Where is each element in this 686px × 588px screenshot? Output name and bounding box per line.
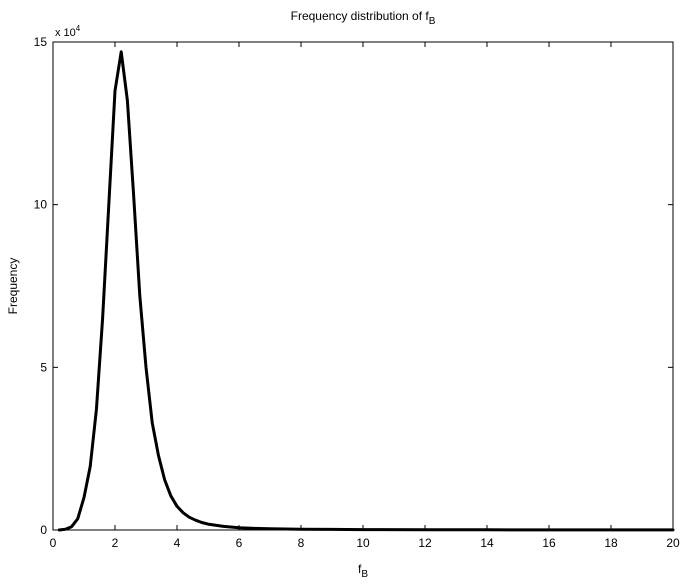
y-axis-label: Frequency <box>6 258 20 315</box>
x-tick-label: 18 <box>604 536 618 550</box>
x-tick-label: 0 <box>50 536 57 550</box>
x-tick-label: 6 <box>236 536 243 550</box>
x-tick-label: 14 <box>480 536 494 550</box>
x-tick-label: 12 <box>418 536 432 550</box>
chart-title: Frequency distribution of fB <box>291 9 436 27</box>
series-line <box>57 50 675 532</box>
x-tick-label: 10 <box>356 536 370 550</box>
plot-area <box>52 41 674 531</box>
x-tick-label: 4 <box>174 536 181 550</box>
x-axis-label-text: f <box>358 562 362 576</box>
y-multiplier-exponent: 4 <box>76 24 81 33</box>
y-multiplier: x 104 <box>55 24 81 39</box>
x-axis-label-subscript: B <box>361 569 368 580</box>
x-axis-label: fB <box>358 562 368 580</box>
y-tick-label: 15 <box>34 35 48 49</box>
y-tick-label: 10 <box>34 198 48 212</box>
x-tick-label: 20 <box>666 536 680 550</box>
y-tick-label: 5 <box>40 360 47 374</box>
chart-title-subscript: B <box>429 16 436 27</box>
y-multiplier-text: x 10 <box>55 27 76 39</box>
y-tick-label: 0 <box>40 523 47 537</box>
x-tick-label: 2 <box>112 536 119 550</box>
axis-ticks <box>52 41 674 531</box>
tick-labels: 0 2 4 6 8 10 12 14 16 18 20 0 5 10 15 <box>34 35 680 550</box>
x-tick-label: 16 <box>542 536 556 550</box>
x-tick-label: 8 <box>298 536 305 550</box>
chart-title-text: Frequency distribution of f <box>291 9 430 23</box>
